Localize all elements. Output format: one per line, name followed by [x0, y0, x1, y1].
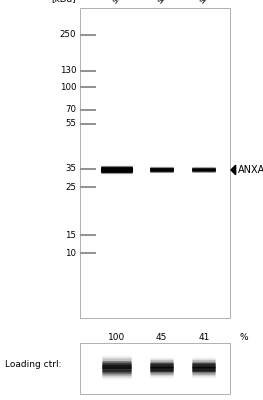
Text: 100: 100: [60, 83, 76, 92]
Bar: [80, 343, 230, 394]
Text: 250: 250: [60, 30, 76, 39]
Text: 41: 41: [198, 333, 210, 342]
Text: ANXA1: ANXA1: [238, 165, 263, 175]
Text: 130: 130: [60, 66, 76, 76]
Text: %: %: [239, 333, 248, 342]
Text: siRNA#1: siRNA#1: [155, 0, 190, 5]
Text: siRNA ctrl: siRNA ctrl: [111, 0, 148, 5]
Text: 25: 25: [65, 183, 76, 192]
Bar: [80, 8, 230, 318]
Text: 55: 55: [65, 119, 76, 128]
Text: 100: 100: [108, 333, 126, 342]
Polygon shape: [231, 165, 236, 175]
Text: Loading ctrl:: Loading ctrl:: [5, 360, 62, 368]
Text: siRNA#2: siRNA#2: [198, 0, 232, 5]
Text: 35: 35: [65, 164, 76, 174]
Text: 15: 15: [65, 231, 76, 240]
Text: [kDa]: [kDa]: [52, 0, 76, 3]
Text: 45: 45: [156, 333, 168, 342]
Text: 10: 10: [65, 249, 76, 258]
Text: 70: 70: [65, 105, 76, 114]
